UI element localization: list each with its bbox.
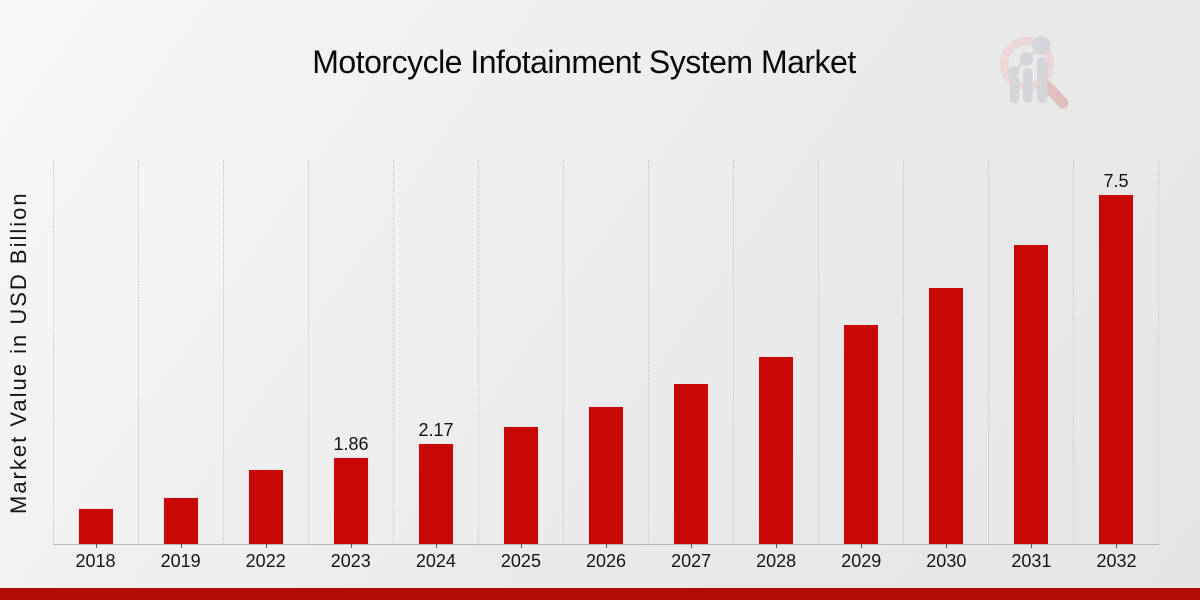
logo-bar-2 bbox=[1023, 68, 1033, 103]
category-column-2022 bbox=[223, 160, 308, 548]
bar-2029 bbox=[843, 323, 879, 544]
logo-dot-big bbox=[1032, 36, 1051, 55]
x-tick-label-2022: 2022 bbox=[245, 551, 286, 571]
magnifier-bar-chart-logo bbox=[1000, 36, 1069, 109]
category-column-2028 bbox=[733, 160, 818, 548]
x-tick-2023 bbox=[351, 544, 352, 548]
x-tick-label-2028: 2028 bbox=[756, 551, 797, 571]
logo-dot-mid bbox=[1019, 52, 1034, 66]
x-tick-label-2029: 2029 bbox=[841, 551, 882, 571]
x-tick-2029 bbox=[861, 544, 862, 548]
bar-2028 bbox=[758, 355, 794, 544]
bar-2024: 2.17 bbox=[418, 420, 454, 544]
x-tick-label-2024: 2024 bbox=[415, 551, 456, 571]
x-tick-2022 bbox=[266, 544, 267, 548]
x-tick-2028 bbox=[776, 544, 777, 548]
bar-2019 bbox=[163, 496, 199, 544]
bar-value-label-2032: 7.5 bbox=[1103, 171, 1129, 191]
x-tick-2019 bbox=[181, 544, 182, 548]
category-column-2026 bbox=[563, 160, 648, 548]
x-tick-label-2019: 2019 bbox=[160, 551, 201, 571]
x-tick-2024 bbox=[436, 544, 437, 548]
x-tick-label-2030: 2030 bbox=[926, 551, 967, 571]
bar-2030 bbox=[928, 286, 964, 544]
bar-2025 bbox=[503, 425, 539, 544]
category-column-2025 bbox=[478, 160, 563, 548]
footer-stripe bbox=[0, 588, 1200, 600]
category-column-2018 bbox=[53, 160, 138, 548]
x-tick-label-2027: 2027 bbox=[671, 551, 712, 571]
x-tick-2018 bbox=[96, 544, 97, 548]
x-tick-label-2032: 2032 bbox=[1096, 551, 1137, 571]
logo-bar-3 bbox=[1037, 57, 1048, 103]
category-column-2029 bbox=[818, 160, 903, 548]
category-column-2032: 7.5 bbox=[1073, 160, 1159, 548]
bar-2031 bbox=[1013, 243, 1049, 544]
x-tick-2027 bbox=[691, 544, 692, 548]
x-tick-2030 bbox=[946, 544, 947, 548]
bar-2026 bbox=[588, 405, 624, 544]
category-column-2031 bbox=[988, 160, 1073, 548]
x-tick-label-2023: 2023 bbox=[330, 551, 371, 571]
logo-bar-1 bbox=[1010, 77, 1019, 103]
bar-2023: 1.86 bbox=[333, 434, 369, 544]
x-tick-2032 bbox=[1116, 544, 1117, 548]
bar-2027 bbox=[673, 382, 709, 544]
x-tick-label-2026: 2026 bbox=[585, 551, 627, 571]
x-tick-label-2025: 2025 bbox=[500, 551, 541, 571]
logo-dot-small bbox=[1007, 66, 1020, 78]
bar-value-label-2023: 1.86 bbox=[333, 434, 369, 455]
bar-2022 bbox=[248, 468, 284, 544]
bar-value-label-2024: 2.17 bbox=[418, 419, 454, 440]
category-column-2030 bbox=[903, 160, 988, 548]
category-column-2027 bbox=[648, 160, 733, 548]
bar-2032: 7.5 bbox=[1098, 171, 1134, 544]
x-tick-2025 bbox=[521, 544, 522, 548]
x-axis-labels: 2018 2019 2022 2023 2024 2025 2026 2027 2028 2029… bbox=[53, 551, 1159, 572]
x-tick-label-2018: 2018 bbox=[75, 551, 116, 571]
x-tick-label-2031: 2031 bbox=[1011, 551, 1052, 571]
logo-handle bbox=[1041, 80, 1069, 109]
y-axis-label: Market Value in USD Billion bbox=[6, 191, 31, 514]
category-column-2023: 1.86 bbox=[308, 160, 393, 548]
bar-2018 bbox=[78, 507, 114, 544]
x-tick-2026 bbox=[606, 544, 607, 548]
category-column-2019 bbox=[138, 160, 223, 548]
category-column-2024: 2.17 bbox=[393, 160, 478, 548]
plot-area: 1.86 2.17 7.5 bbox=[53, 160, 1159, 548]
x-tick-2031 bbox=[1031, 544, 1032, 548]
chart-title: Motorcycle Infotainment System Market bbox=[312, 44, 856, 80]
